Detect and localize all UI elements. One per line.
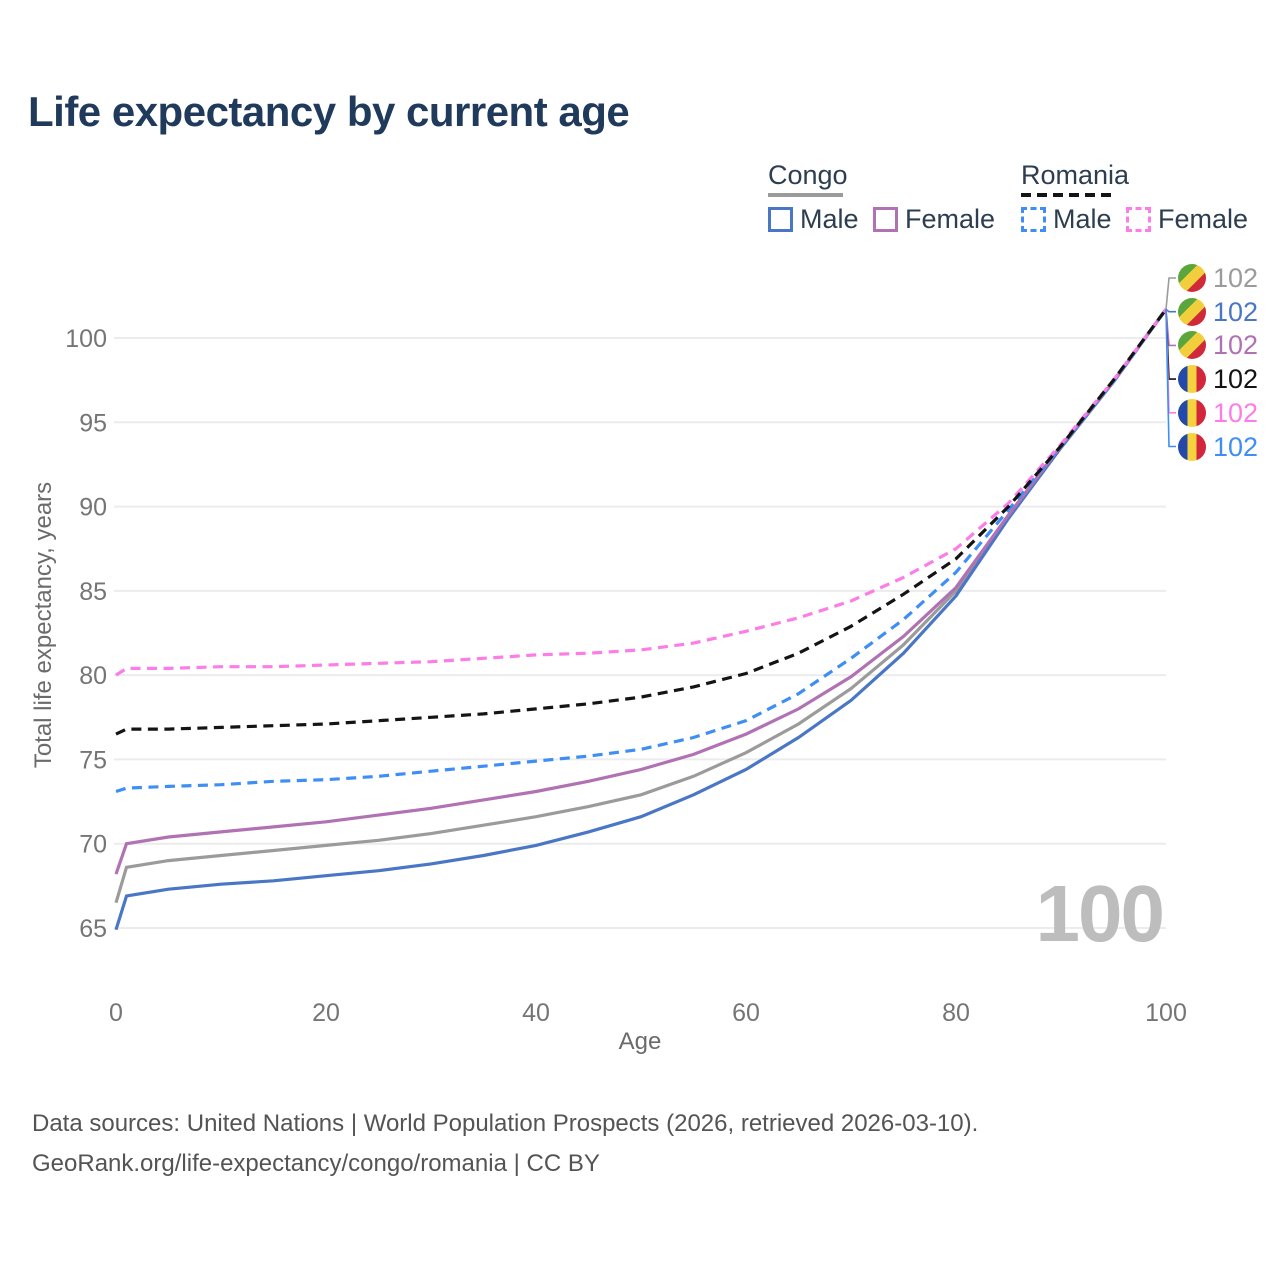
legend-romania-line-sample [1021, 193, 1115, 197]
end-value-label: 102 [1213, 364, 1259, 395]
romania-flag-icon [1178, 398, 1206, 427]
label-connector-congo_male [1165, 308, 1176, 313]
end-value-row-romania_female[interactable]: 102 [1178, 397, 1259, 428]
legend-item-romania-male[interactable]: Male [1021, 204, 1112, 235]
current-age-watermark: 100 [1035, 869, 1165, 958]
y-tick-label: 80 [79, 662, 107, 690]
congo-flag-icon [1178, 297, 1206, 326]
y-tick-label: 95 [79, 409, 107, 437]
end-value-row-romania_total[interactable]: 102 [1178, 364, 1259, 395]
legend-item-romania-female[interactable]: Female [1126, 204, 1248, 235]
congo-female-swatch-icon [873, 207, 898, 232]
y-tick-label: 85 [79, 578, 107, 606]
congo-flag-icon [1178, 264, 1206, 292]
footer-line-1: Data sources: United Nations | World Pop… [32, 1110, 979, 1137]
footer: Data sources: United Nations | World Pop… [32, 1104, 978, 1184]
romania-male-swatch-icon [1021, 207, 1046, 232]
x-tick-label: 100 [1145, 999, 1187, 1027]
x-tick-label: 40 [522, 999, 550, 1027]
chart-line-romania_male[interactable] [115, 308, 1168, 794]
legend-item-label: Female [905, 204, 996, 234]
x-axis-title: Age [618, 1028, 662, 1055]
romania-female-swatch-icon [1126, 207, 1151, 232]
legend-item-label: Male [800, 204, 859, 234]
chart-line-congo_female[interactable] [114, 308, 1168, 875]
footer-line-2: GeoRank.org/life-expectancy/congo/romani… [32, 1150, 600, 1177]
legend-item-congo-male[interactable]: Male [768, 204, 859, 235]
end-value-label: 102 [1213, 296, 1259, 327]
congo-male-swatch-icon [768, 207, 793, 232]
chart-title: Life expectancy by current age [28, 88, 630, 135]
end-value-row-congo_female[interactable]: 102 [1178, 330, 1259, 361]
end-value-row-congo_total[interactable]: 102 [1178, 264, 1258, 292]
legend-group-congo: Congo [768, 160, 848, 190]
y-tick-label: 90 [79, 494, 107, 522]
romania-flag-icon [1178, 432, 1206, 461]
x-tick-label: 60 [732, 999, 760, 1027]
x-tick-label: 20 [312, 999, 340, 1027]
x-tick-label: 80 [942, 999, 970, 1027]
legend-congo-line-sample [768, 193, 843, 197]
chart-line-romania_total[interactable] [115, 308, 1168, 736]
end-value-label: 102 [1213, 431, 1259, 462]
y-tick-label: 75 [79, 746, 107, 774]
label-connector-romania_male [1165, 309, 1176, 448]
y-tick-label: 100 [65, 325, 107, 353]
end-value-row-romania_male[interactable]: 102 [1178, 431, 1259, 462]
label-connector-congo_total [1165, 277, 1176, 310]
x-tick-label: 0 [109, 999, 123, 1027]
congo-flag-icon [1178, 331, 1206, 360]
y-tick-label: 70 [79, 831, 107, 859]
legend-item-label: Male [1053, 204, 1112, 234]
end-value-label: 102 [1213, 263, 1259, 293]
chart-line-congo_male[interactable] [114, 308, 1168, 931]
end-value-row-congo_male[interactable]: 102 [1178, 296, 1259, 327]
y-tick-label: 65 [79, 915, 107, 943]
y-axis-title: Total life expectancy, years [30, 481, 57, 769]
legend-item-congo-female[interactable]: Female [873, 204, 995, 235]
end-value-label: 102 [1213, 397, 1259, 428]
end-value-label: 102 [1213, 330, 1259, 361]
chart-line-romania_female[interactable] [115, 308, 1168, 677]
romania-flag-icon [1178, 365, 1206, 394]
legend-item-label: Female [1158, 204, 1249, 234]
chart-line-congo_total[interactable] [114, 308, 1168, 904]
legend-group-romania: Romania [1021, 160, 1130, 190]
